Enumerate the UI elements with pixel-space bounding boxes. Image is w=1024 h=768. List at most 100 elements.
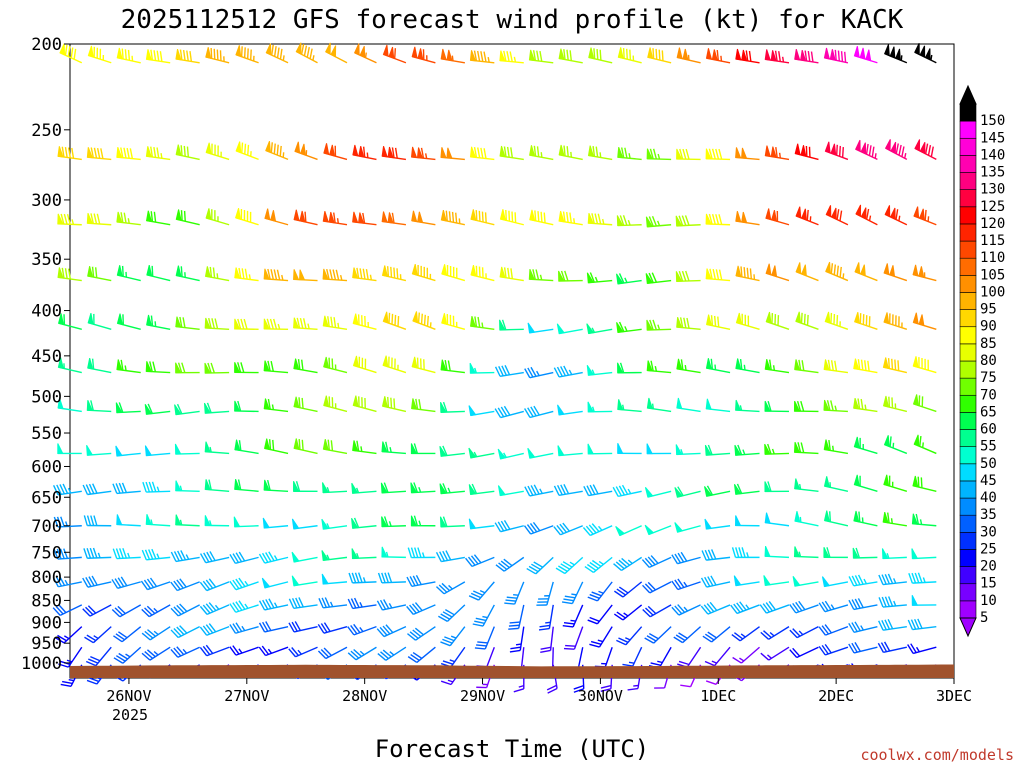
barb-flag bbox=[63, 548, 69, 559]
barb-half-flag bbox=[711, 660, 717, 664]
barb-flag bbox=[442, 516, 448, 527]
barb-pennant bbox=[411, 398, 418, 410]
barb-flag bbox=[760, 652, 770, 661]
barb-flag bbox=[411, 603, 420, 613]
wind-barb bbox=[318, 597, 348, 609]
wind-barb bbox=[410, 146, 436, 161]
wind-barb bbox=[141, 604, 171, 618]
wind-barb bbox=[644, 487, 672, 498]
barb-half-flag bbox=[625, 637, 631, 641]
barb-staff bbox=[529, 490, 554, 497]
barb-flag bbox=[150, 211, 154, 222]
wind-barb bbox=[288, 646, 318, 658]
y-axis: 2002503003504004505005506006507007508008… bbox=[21, 35, 70, 674]
barb-flag bbox=[778, 51, 781, 62]
barb-half-flag bbox=[307, 323, 310, 329]
barb-staff bbox=[264, 604, 289, 611]
barb-half-flag bbox=[156, 486, 160, 492]
barb-pennant bbox=[146, 265, 153, 277]
barb-flag bbox=[180, 145, 183, 156]
barb-half-flag bbox=[930, 54, 933, 61]
wind-barbs bbox=[52, 42, 937, 694]
barb-flag bbox=[833, 264, 837, 275]
barb-flag bbox=[208, 479, 212, 490]
barb-flag bbox=[838, 145, 841, 157]
barb-half-flag bbox=[64, 579, 69, 586]
wind-barb bbox=[111, 604, 142, 618]
barb-staff bbox=[235, 604, 259, 613]
wind-barb bbox=[380, 482, 406, 494]
barb-flag bbox=[464, 557, 473, 567]
barb-flag bbox=[678, 632, 688, 639]
barb-half-flag bbox=[539, 274, 543, 281]
barb-pennant bbox=[911, 548, 919, 560]
barb-pennant bbox=[359, 45, 366, 59]
chart-title: 2025112512 GFS forecast wind profile (kt… bbox=[121, 5, 904, 35]
barb-flag bbox=[238, 577, 246, 587]
wind-barb bbox=[908, 572, 937, 584]
barb-pennant bbox=[588, 47, 595, 60]
wind-barb bbox=[617, 47, 642, 64]
barb-staff bbox=[146, 556, 171, 561]
colorbar-label: 10 bbox=[980, 593, 997, 609]
barb-staff bbox=[416, 646, 436, 663]
barb-pennant bbox=[830, 143, 837, 156]
colorbar-segment bbox=[959, 137, 977, 156]
barb-flag bbox=[126, 147, 130, 159]
barb-flag bbox=[553, 485, 560, 496]
barb-half-flag bbox=[214, 604, 220, 610]
barb-flag bbox=[151, 481, 157, 492]
barb-flag bbox=[506, 146, 510, 158]
barb-pennant bbox=[263, 318, 270, 330]
x-tick-label: 29NOV bbox=[460, 687, 505, 705]
colorbar-label: 60 bbox=[980, 422, 997, 438]
barb-pennant bbox=[829, 49, 836, 61]
barb-flag bbox=[514, 212, 517, 223]
barb-flag bbox=[385, 624, 394, 634]
barb-flag bbox=[731, 633, 741, 642]
barb-pennant bbox=[174, 443, 182, 455]
wind-barb bbox=[914, 43, 937, 64]
wind-barb bbox=[411, 263, 436, 282]
wind-barb bbox=[555, 556, 584, 575]
wind-barb bbox=[764, 49, 790, 64]
barb-half-flag bbox=[627, 488, 632, 495]
barb-flag bbox=[85, 577, 92, 587]
barb-flag bbox=[540, 649, 551, 654]
barb-pennant bbox=[321, 518, 330, 530]
barb-flag bbox=[56, 548, 62, 560]
wind-barb bbox=[823, 399, 848, 413]
barb-pennant bbox=[410, 146, 418, 158]
barb-flag bbox=[767, 481, 772, 492]
barb-flag bbox=[394, 147, 398, 159]
wind-barb bbox=[735, 48, 760, 64]
wind-barb bbox=[199, 551, 230, 564]
barb-half-flag bbox=[599, 152, 602, 158]
barb-flag bbox=[629, 49, 632, 61]
barb-half-flag bbox=[683, 606, 689, 612]
barb-flag bbox=[678, 270, 684, 282]
wind-barb bbox=[587, 443, 613, 455]
barb-half-flag bbox=[657, 660, 663, 664]
wind-barb bbox=[468, 483, 495, 496]
barb-pennant bbox=[860, 142, 867, 155]
y-tick-label: 600 bbox=[31, 457, 62, 477]
barb-flag bbox=[53, 549, 59, 560]
wind-barb bbox=[558, 270, 583, 282]
wind-barb bbox=[288, 597, 318, 609]
barb-pennant bbox=[353, 43, 360, 56]
barb-pennant bbox=[263, 360, 270, 372]
wind-barb bbox=[258, 621, 289, 633]
wind-barb bbox=[234, 318, 259, 331]
colorbar-label: 20 bbox=[980, 559, 997, 575]
y-tick-label: 550 bbox=[31, 424, 62, 444]
wind-barb bbox=[323, 143, 348, 161]
wind-barb bbox=[673, 626, 702, 644]
barb-flag bbox=[442, 401, 448, 413]
barb-flag bbox=[527, 367, 534, 378]
barb-flag bbox=[393, 48, 397, 59]
barb-pennant bbox=[411, 356, 418, 369]
barb-staff bbox=[622, 604, 643, 621]
wind-barb bbox=[853, 474, 878, 492]
barb-flag bbox=[117, 577, 125, 587]
